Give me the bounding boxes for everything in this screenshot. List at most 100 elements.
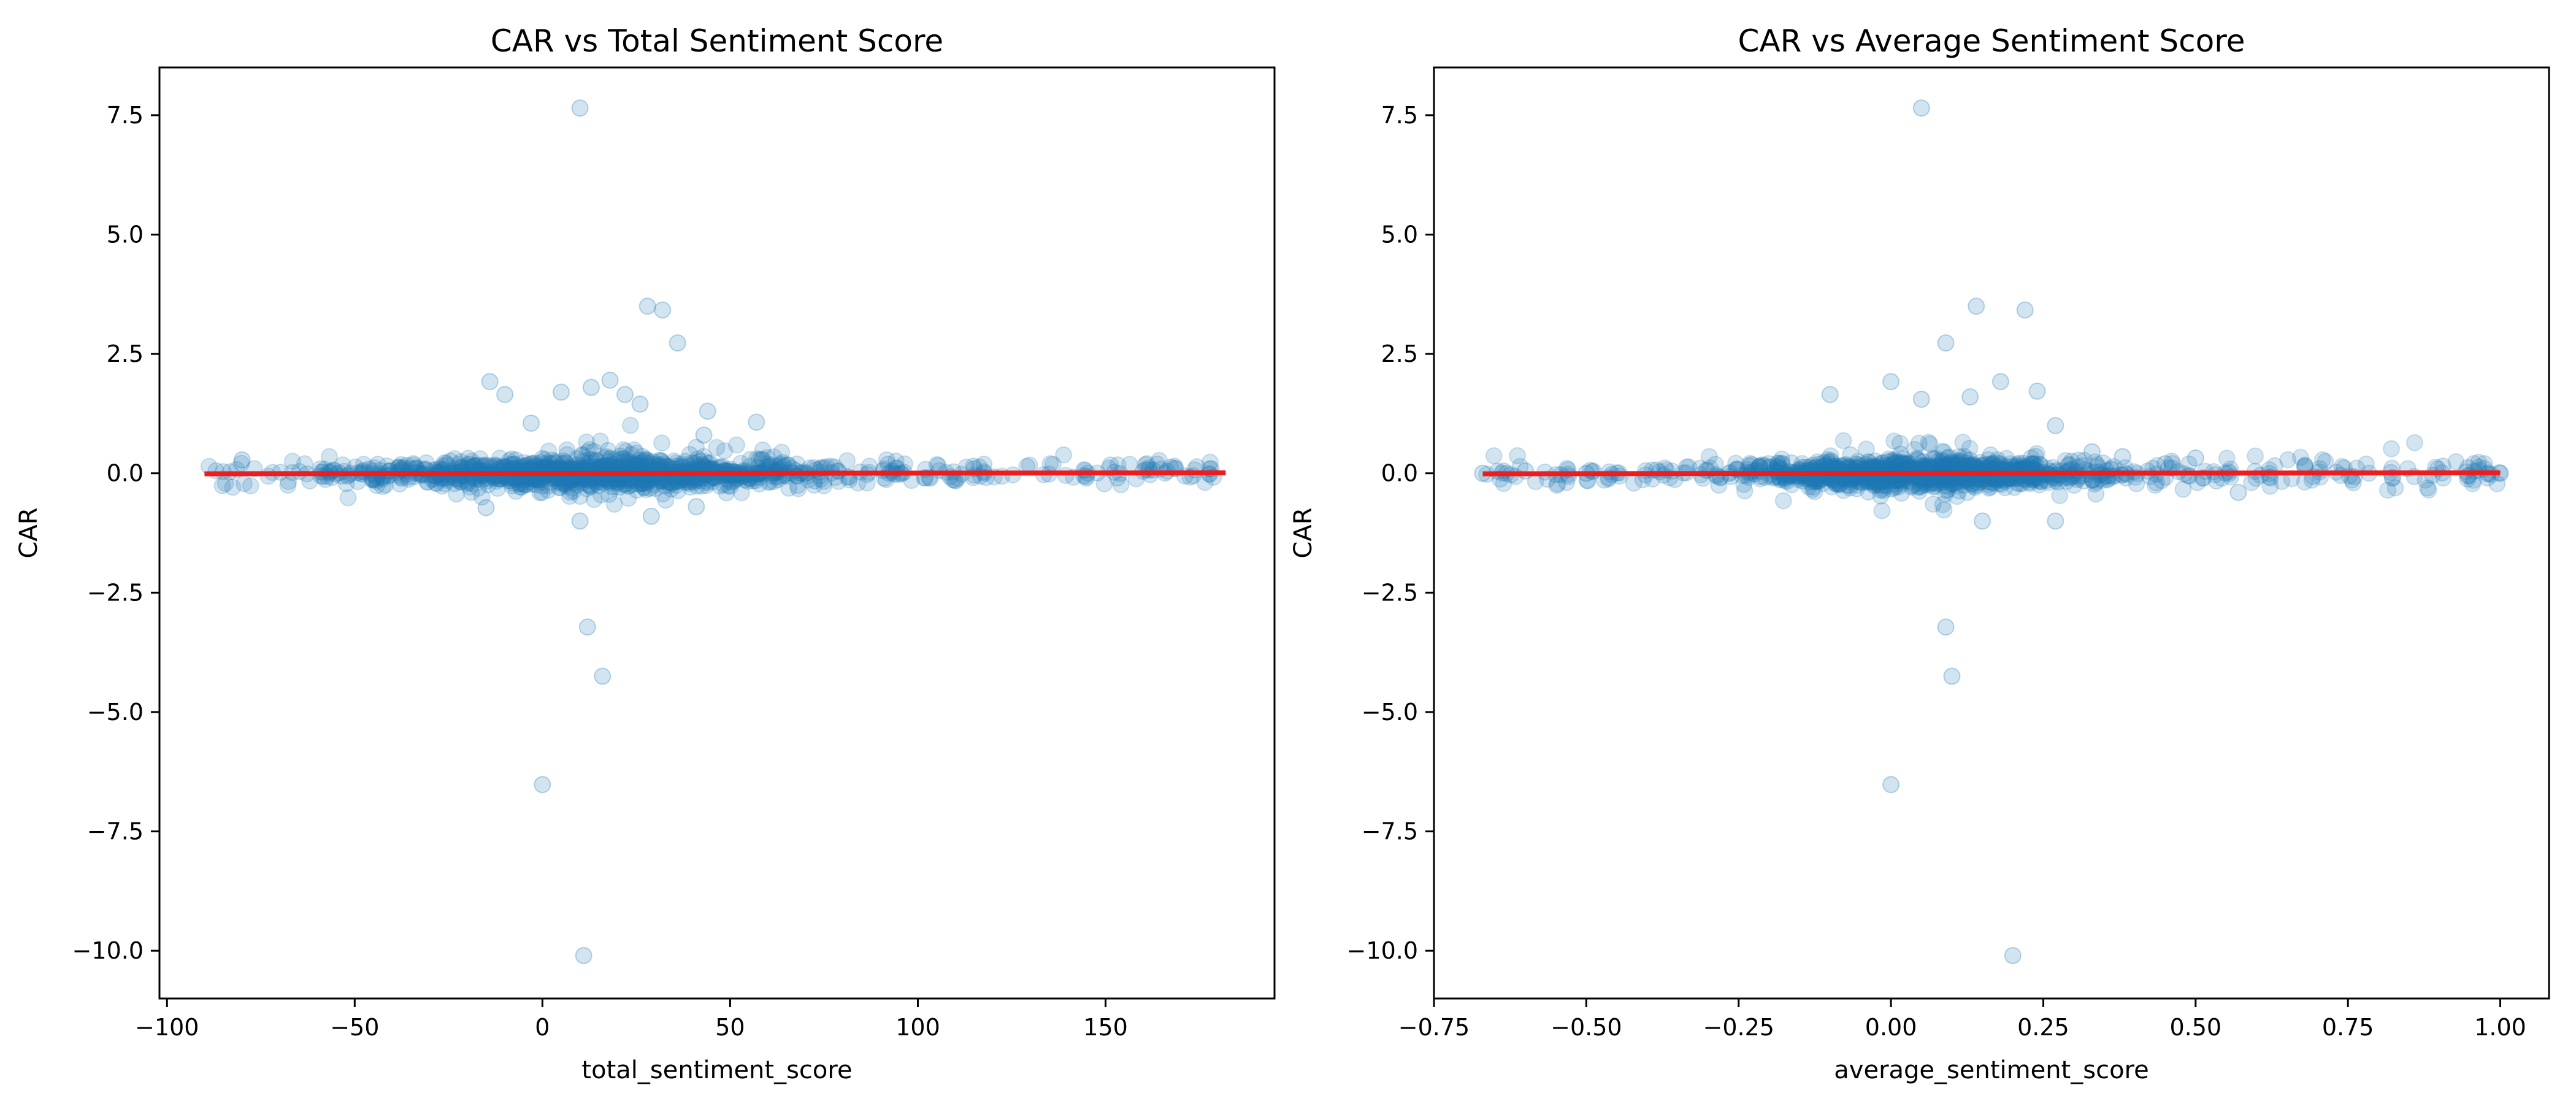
scatter-point xyxy=(1806,483,1823,500)
scatter-point xyxy=(2087,485,2105,503)
scatter-point xyxy=(1782,454,1800,472)
scatter-point xyxy=(602,474,619,492)
scatter-point xyxy=(1885,432,1903,450)
scatter-point-outlier xyxy=(2004,946,2022,964)
scatter-point xyxy=(1842,446,1860,464)
scatter-point xyxy=(1877,477,1895,494)
scatter-point-outlier xyxy=(481,373,499,391)
y-tick-label: 0.0 xyxy=(107,460,144,487)
scatter-point xyxy=(1186,461,1203,479)
y-tick-label: −2.5 xyxy=(1362,579,1418,606)
scatter-point xyxy=(418,454,435,472)
scatter-point xyxy=(751,475,769,493)
scatter-point-outlier xyxy=(1991,373,2009,391)
scatter-point xyxy=(2279,451,2297,469)
scatter-point xyxy=(603,478,621,496)
scatter-point xyxy=(2379,481,2396,499)
scatter-point xyxy=(677,452,694,470)
scatter-point xyxy=(1827,475,1845,493)
scatter-points xyxy=(1474,99,2509,964)
scatter-point xyxy=(590,477,608,494)
scatter-point xyxy=(1849,453,1867,470)
scatter-point xyxy=(718,484,735,502)
scatter-point xyxy=(688,439,705,456)
scatter-point xyxy=(631,475,648,493)
scatter-point xyxy=(2174,480,2192,498)
scatter-point xyxy=(554,452,572,470)
scatter-point xyxy=(512,475,530,493)
scatter-point xyxy=(581,440,599,458)
scatter-point xyxy=(600,453,618,470)
scatter-point xyxy=(2418,479,2436,497)
scatter-point xyxy=(652,451,670,469)
scatter-point-outlier xyxy=(2187,449,2204,467)
scatter-point xyxy=(1895,450,1912,468)
scatter-point xyxy=(1883,452,1901,470)
scatter-point xyxy=(2218,450,2236,467)
scatter-point xyxy=(512,478,530,496)
y-tick-label: 2.5 xyxy=(107,340,144,367)
scatter-point xyxy=(2386,479,2404,497)
scatter-point xyxy=(1925,477,1943,495)
scatter-point xyxy=(442,452,459,470)
scatter-point xyxy=(1819,453,1837,471)
scatter-point xyxy=(1095,475,1113,493)
scatter-point-outlier xyxy=(2047,512,2064,530)
scatter-point-outlier xyxy=(1968,297,1985,315)
scatter-point xyxy=(1873,502,1891,519)
scatter-point xyxy=(638,452,656,470)
scatter-point xyxy=(516,475,534,493)
scatter-point xyxy=(587,452,605,470)
x-tick-label: −0.25 xyxy=(1703,1014,1774,1041)
scatter-point xyxy=(1954,434,1972,451)
scatter-point xyxy=(2146,477,2164,494)
x-tick-label: 0.50 xyxy=(2169,1014,2221,1041)
scatter-point xyxy=(279,477,297,494)
scatter-point xyxy=(1943,453,1961,471)
scatter-point xyxy=(612,450,630,468)
scatter-point-outlier xyxy=(2028,382,2046,400)
scatter-point xyxy=(2031,476,2049,494)
scatter-point xyxy=(579,476,597,494)
scatter-point-outlier xyxy=(1937,618,1955,636)
scatter-point xyxy=(628,481,646,499)
scatter-point xyxy=(339,489,357,507)
scatter-point xyxy=(1908,450,1926,467)
scatter-point xyxy=(2128,475,2145,493)
scatter-point xyxy=(721,477,739,495)
scatter-point-outlier xyxy=(642,507,660,525)
y-tick-label: 2.5 xyxy=(1381,340,1418,367)
scatter-point xyxy=(1866,476,1884,494)
scatter-point-outlier xyxy=(582,378,600,396)
scatter-point xyxy=(1982,446,1999,464)
scatter-point xyxy=(507,483,525,500)
scatter-point xyxy=(2076,451,2093,469)
scatter-point xyxy=(1903,478,1920,496)
scatter-point xyxy=(574,452,592,470)
scatter-point xyxy=(596,449,613,467)
scatter-point xyxy=(1980,476,1998,494)
y-tick-label: 5.0 xyxy=(107,221,144,248)
chart-title: CAR vs Average Sentiment Score xyxy=(1738,23,2245,59)
scatter-point xyxy=(1955,477,1972,494)
scatter-point xyxy=(630,475,648,493)
scatter-point xyxy=(1980,479,1998,497)
scatter-point xyxy=(789,480,807,497)
scatter-point xyxy=(1841,477,1858,494)
scatter-point xyxy=(582,478,600,496)
scatter-point xyxy=(369,455,386,473)
scatter-point xyxy=(1930,453,1947,470)
y-tick-label: −10.0 xyxy=(72,937,144,964)
scatter-point xyxy=(1939,481,1957,499)
scatter-point xyxy=(1558,473,1576,491)
scatter-point xyxy=(1769,454,1787,472)
scatter-point xyxy=(2026,447,2044,465)
scatter-point xyxy=(489,480,507,497)
scatter-point xyxy=(471,450,489,467)
scatter-point xyxy=(515,454,533,472)
x-tick-label: 0 xyxy=(535,1014,550,1041)
scatter-point xyxy=(1942,454,1960,472)
scatter-point xyxy=(573,446,591,464)
scatter-point xyxy=(1952,452,1969,470)
scatter-point xyxy=(1875,477,1893,494)
